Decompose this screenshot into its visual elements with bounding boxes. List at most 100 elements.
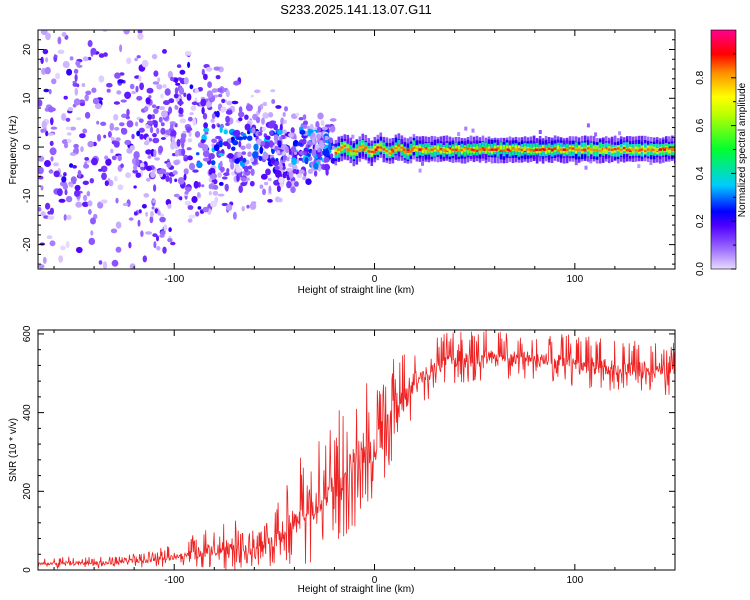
colorbar: 0.0 0.2 0.4 0.6 0.8 Normalized spectral ampl… bbox=[695, 29, 748, 276]
heatmap-cell bbox=[329, 153, 334, 159]
heatmap-cell bbox=[114, 126, 120, 131]
heatmap-cell bbox=[604, 147, 608, 154]
heatmap-cell bbox=[613, 147, 617, 151]
heatmap-cell bbox=[177, 100, 184, 105]
heatmap-cell bbox=[307, 169, 313, 174]
heatmap-cell bbox=[212, 184, 219, 190]
heatmap-cell bbox=[225, 204, 233, 211]
heatmap-cell bbox=[41, 120, 47, 129]
heatmap-cell bbox=[244, 123, 251, 131]
heatmap-cell bbox=[73, 98, 81, 106]
heatmap-cell bbox=[305, 178, 312, 185]
heatmap-cell bbox=[174, 87, 179, 95]
heatmap-cell bbox=[275, 170, 282, 178]
heatmap-cell bbox=[187, 218, 193, 223]
heatmap-cell bbox=[362, 148, 366, 151]
snr-series-line bbox=[38, 330, 675, 570]
heatmap-cell bbox=[181, 140, 185, 149]
heatmap-cell bbox=[201, 106, 205, 115]
heatmap-cell bbox=[202, 112, 208, 120]
heatmap-cell bbox=[442, 148, 446, 151]
heatmap-cell bbox=[57, 188, 63, 197]
heatmap-cell bbox=[139, 82, 145, 91]
heatmap-cell bbox=[53, 162, 59, 167]
heatmap-cell bbox=[316, 133, 321, 140]
heatmap-cell bbox=[146, 120, 154, 125]
heatmap-cell bbox=[471, 128, 475, 133]
heatmap-cell bbox=[38, 166, 44, 175]
heatmap-cell bbox=[133, 151, 140, 160]
heatmap-cell bbox=[200, 98, 207, 107]
heatmap-cell bbox=[499, 145, 503, 152]
heatmap-cell bbox=[159, 216, 166, 223]
heatmap-cell bbox=[378, 148, 382, 151]
heatmap-cell bbox=[227, 138, 232, 144]
heatmap-cell bbox=[96, 120, 100, 125]
heatmap-cell bbox=[604, 147, 608, 150]
heatmap-cell bbox=[165, 175, 170, 183]
heatmap-cell bbox=[446, 148, 450, 151]
heatmap-cell bbox=[217, 193, 225, 197]
heatmap-cell bbox=[430, 148, 434, 151]
heatmap-cell bbox=[106, 82, 113, 88]
heatmap-cell bbox=[436, 145, 440, 152]
heatmap-cell bbox=[146, 125, 151, 129]
heatmap-cell bbox=[189, 112, 194, 116]
heatmap-cell bbox=[153, 241, 157, 249]
heatmap-cell bbox=[200, 139, 206, 144]
heatmap-cell bbox=[143, 140, 150, 146]
heatmap-cell bbox=[213, 66, 221, 71]
heatmap-cell bbox=[162, 49, 167, 54]
heatmap-cell bbox=[191, 196, 198, 203]
heatmap-cell bbox=[115, 221, 122, 229]
heatmap-cell bbox=[113, 114, 119, 121]
heatmap-cell bbox=[340, 146, 344, 149]
heatmap-cell bbox=[180, 132, 187, 139]
heatmap-cell bbox=[64, 189, 68, 196]
heatmap-cell bbox=[293, 151, 298, 155]
heatmap-cell bbox=[215, 75, 221, 80]
heatmap-cell bbox=[106, 88, 111, 93]
heatmap-cell bbox=[234, 158, 240, 164]
heatmap-cell bbox=[202, 157, 210, 162]
heatmap-cell bbox=[55, 72, 61, 80]
heatmap-cell bbox=[117, 184, 124, 191]
heatmap-cell bbox=[66, 214, 72, 220]
heatmap-cell bbox=[268, 112, 274, 118]
heatmap-cell bbox=[75, 60, 81, 66]
heatmap-cell bbox=[58, 255, 64, 263]
heatmap-cell bbox=[647, 148, 650, 151]
heatmap-cell bbox=[238, 173, 243, 178]
heatmap-cell bbox=[547, 147, 551, 150]
heatmap-cell bbox=[76, 246, 83, 254]
heatmap-cell bbox=[87, 140, 94, 148]
heatmap-cell bbox=[649, 161, 653, 165]
heatmap-cell bbox=[201, 184, 205, 188]
heatmap-cell bbox=[571, 147, 575, 150]
heatmap-cell bbox=[187, 61, 191, 68]
heatmap-cell bbox=[457, 145, 461, 152]
heatmap-cell bbox=[110, 136, 115, 141]
heatmap-cell bbox=[246, 135, 253, 141]
heatmap-cell bbox=[76, 83, 80, 88]
heatmap-cell bbox=[279, 182, 284, 188]
heatmap-cell bbox=[190, 105, 197, 111]
heatmap-cell bbox=[65, 117, 71, 122]
colorbar-tick-label: 0.6 bbox=[695, 118, 706, 132]
heatmap-cell bbox=[211, 138, 218, 144]
heatmap-cell bbox=[176, 139, 181, 147]
heatmap-cell bbox=[111, 140, 117, 145]
heatmap-cell bbox=[321, 126, 328, 131]
heatmap-cell bbox=[207, 81, 213, 88]
heatmap-cell bbox=[311, 149, 317, 157]
heatmap-cell bbox=[454, 148, 458, 151]
heatmap-cell bbox=[195, 152, 200, 156]
heatmap-cell bbox=[232, 140, 239, 146]
heatmap-cell bbox=[74, 189, 81, 197]
heatmap-cell bbox=[251, 127, 256, 134]
heatmap-cell bbox=[302, 124, 308, 129]
heatmap-cell bbox=[243, 165, 249, 173]
y-tick-label: 0 bbox=[22, 567, 33, 573]
heatmap-cell bbox=[101, 172, 107, 181]
heatmap-cell bbox=[206, 90, 214, 98]
